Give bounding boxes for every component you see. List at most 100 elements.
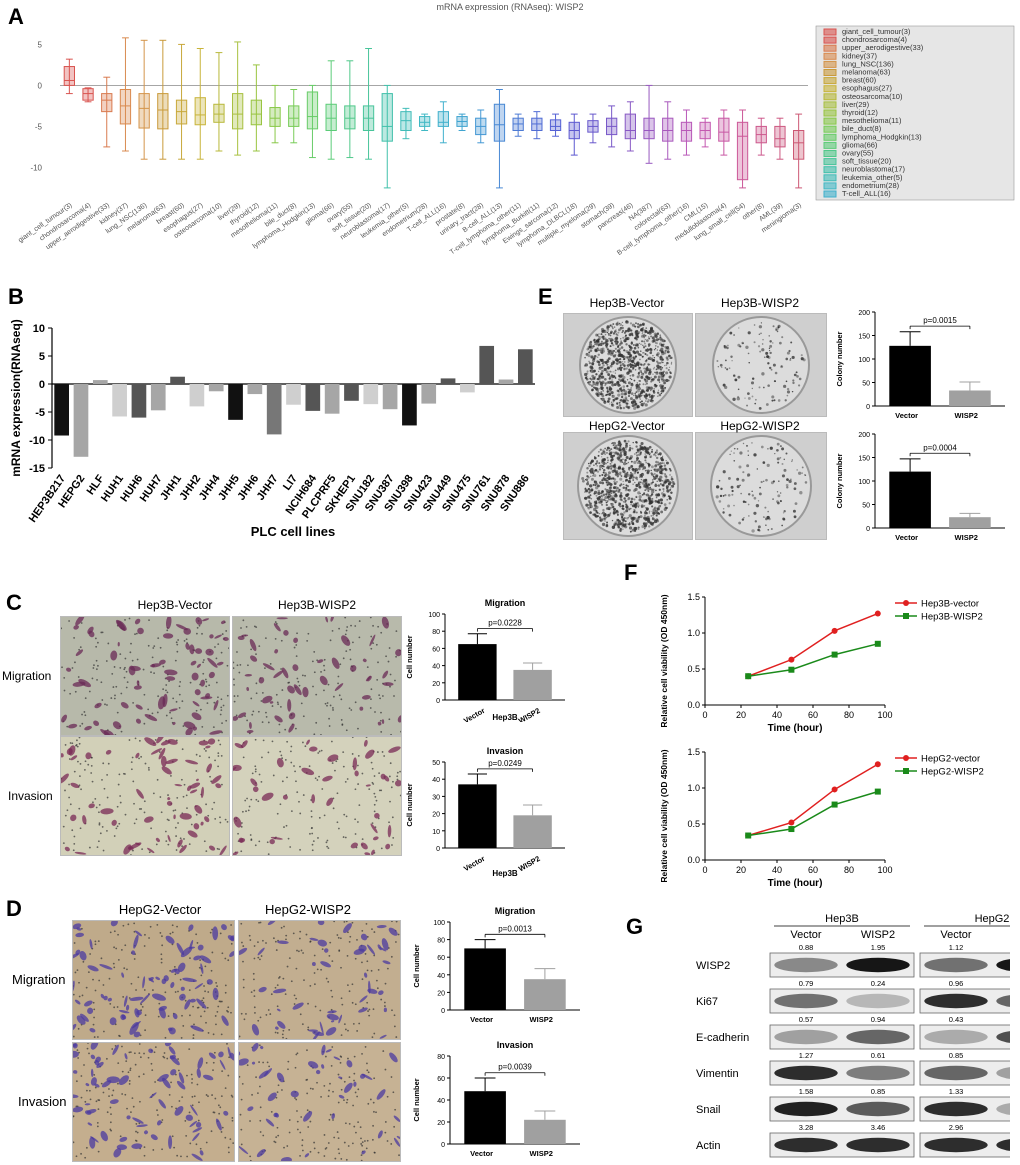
bar-ytick-label: 100 xyxy=(433,920,445,927)
bar-vector xyxy=(458,644,497,700)
bar-category-label: Vector xyxy=(895,533,918,542)
panel-letter-g: G xyxy=(626,914,644,939)
a-box-body xyxy=(232,93,244,130)
bar-wisp2 xyxy=(524,1119,566,1144)
d-col-label-vector: HepG2-Vector xyxy=(118,902,202,917)
f-ytick-label: 1.0 xyxy=(687,628,700,638)
b-bar xyxy=(421,384,437,404)
bar-category-label: Vector xyxy=(895,411,918,420)
pvalue-label: p=0.0039 xyxy=(498,1063,532,1072)
b-bar xyxy=(286,384,301,405)
a-legend-swatch xyxy=(823,85,837,93)
a-legend-swatch xyxy=(823,150,837,157)
d-col-label-wisp2: HepG2-WISP2 xyxy=(265,902,351,917)
a-box xyxy=(194,48,206,160)
f-point xyxy=(874,788,881,795)
a-box xyxy=(82,87,94,103)
b-ytick-label: -15 xyxy=(29,463,45,475)
g-quant-value: 1.33 xyxy=(949,1087,964,1096)
f-point xyxy=(874,610,881,617)
bar-wisp2 xyxy=(513,815,552,848)
g-quant-value: 0.43 xyxy=(949,1015,964,1024)
a-legend-entry: soft_tissue(20) xyxy=(842,157,892,166)
a-box xyxy=(624,101,636,152)
d-migration-barchart: Migration 0 20 40 60 80 100 Vector WISP2 p=0.0013… xyxy=(412,906,580,1024)
bar-wisp2 xyxy=(513,669,552,700)
a-legend-box xyxy=(815,25,1015,201)
a-legend-entry: leukemia_other(5) xyxy=(842,173,903,182)
g-band xyxy=(774,957,838,973)
g-quant-value: 2.96 xyxy=(949,1123,964,1132)
b-bar xyxy=(305,384,321,411)
a-box-body xyxy=(138,93,150,129)
g-quant-value: 3.46 xyxy=(871,1123,886,1132)
f-xtick-label: 80 xyxy=(844,710,854,720)
e-photo-hepg2-vector xyxy=(563,432,693,540)
f-point xyxy=(874,640,881,647)
g-band xyxy=(996,1067,1010,1079)
a-legend-entry: bile_duct(8) xyxy=(842,124,882,133)
a-box-body xyxy=(549,119,562,131)
bar-category-label: WISP2 xyxy=(530,1015,553,1024)
f-ytick-label: 0.0 xyxy=(687,700,700,710)
a-box-body xyxy=(643,117,655,140)
f-point xyxy=(745,673,752,680)
g-band xyxy=(846,1029,910,1045)
a-legend-swatch xyxy=(823,109,837,117)
bar-ytick-label: 60 xyxy=(437,955,445,962)
bar-vector xyxy=(458,784,497,848)
bar-ytick-label: 0 xyxy=(866,404,870,411)
pvalue-label: p=0.0015 xyxy=(923,316,957,325)
g-band xyxy=(924,1029,988,1045)
b-bar xyxy=(189,384,205,407)
bar-ytick-label: 100 xyxy=(428,612,440,619)
a-legend-entry: osteosarcoma(10) xyxy=(842,92,903,101)
b-bar xyxy=(460,384,475,393)
a-box-body xyxy=(269,107,281,127)
c-row-label-migration: Migration xyxy=(2,669,52,683)
a-box-body xyxy=(101,93,113,113)
a-title: mRNA expression (RNAseq): WISP2 xyxy=(436,2,583,12)
a-box-body xyxy=(736,121,749,181)
bar-ylabel: Cell number xyxy=(412,944,421,987)
a-legend-swatch xyxy=(823,117,837,125)
e-label-hep3b-vector: Hep3B-Vector xyxy=(589,296,665,310)
a-legend-entry: giant_cell_tumour(3) xyxy=(842,27,911,36)
bar-ytick-label: 0 xyxy=(441,1142,445,1149)
a-box xyxy=(119,37,132,152)
f-xtick-label: 80 xyxy=(844,865,854,875)
bar-ytick-label: 50 xyxy=(432,760,440,767)
bar-ytick-label: 10 xyxy=(432,829,440,836)
f-point xyxy=(788,666,795,673)
g-quant-value: 0.79 xyxy=(799,979,814,988)
b-bar xyxy=(402,384,417,426)
panel-letter-b: B xyxy=(8,284,24,309)
bar-ytick-label: 80 xyxy=(437,1054,445,1061)
g-band xyxy=(996,995,1010,1007)
a-legend-swatch xyxy=(823,36,837,44)
e-photo-hep3b-wisp2 xyxy=(695,313,827,417)
b-ylabel: mRNA expression(RNAseq) xyxy=(9,319,23,477)
f-xtick-label: 20 xyxy=(736,865,746,875)
a-box xyxy=(493,89,506,189)
f-legend-label: Hep3B-vector xyxy=(921,599,979,610)
f-legend-label: Hep3B-WISP2 xyxy=(921,612,983,623)
f-legend-label: HepG2-vector xyxy=(921,754,980,765)
d-row-label-migration: Migration xyxy=(12,972,66,987)
a-legend-entry: liver(29) xyxy=(842,100,870,109)
a-box-body xyxy=(793,130,805,160)
f-legend-label: HepG2-WISP2 xyxy=(921,767,984,778)
f-xtick-label: 100 xyxy=(877,865,892,875)
a-box xyxy=(306,84,319,159)
g-quant-value: 0.57 xyxy=(799,1015,814,1024)
a-legend-entry: thyroid(12) xyxy=(842,108,878,117)
d-photo-invasion-vector xyxy=(72,1042,235,1162)
bar-category-label: WISP2 xyxy=(517,706,542,722)
panel-letter-f: F xyxy=(624,560,638,585)
a-box xyxy=(456,113,468,131)
a-legend-swatch xyxy=(823,133,837,141)
a-box xyxy=(362,48,375,160)
a-box xyxy=(643,84,655,164)
b-bar xyxy=(498,379,514,384)
a-box-body xyxy=(493,103,506,142)
